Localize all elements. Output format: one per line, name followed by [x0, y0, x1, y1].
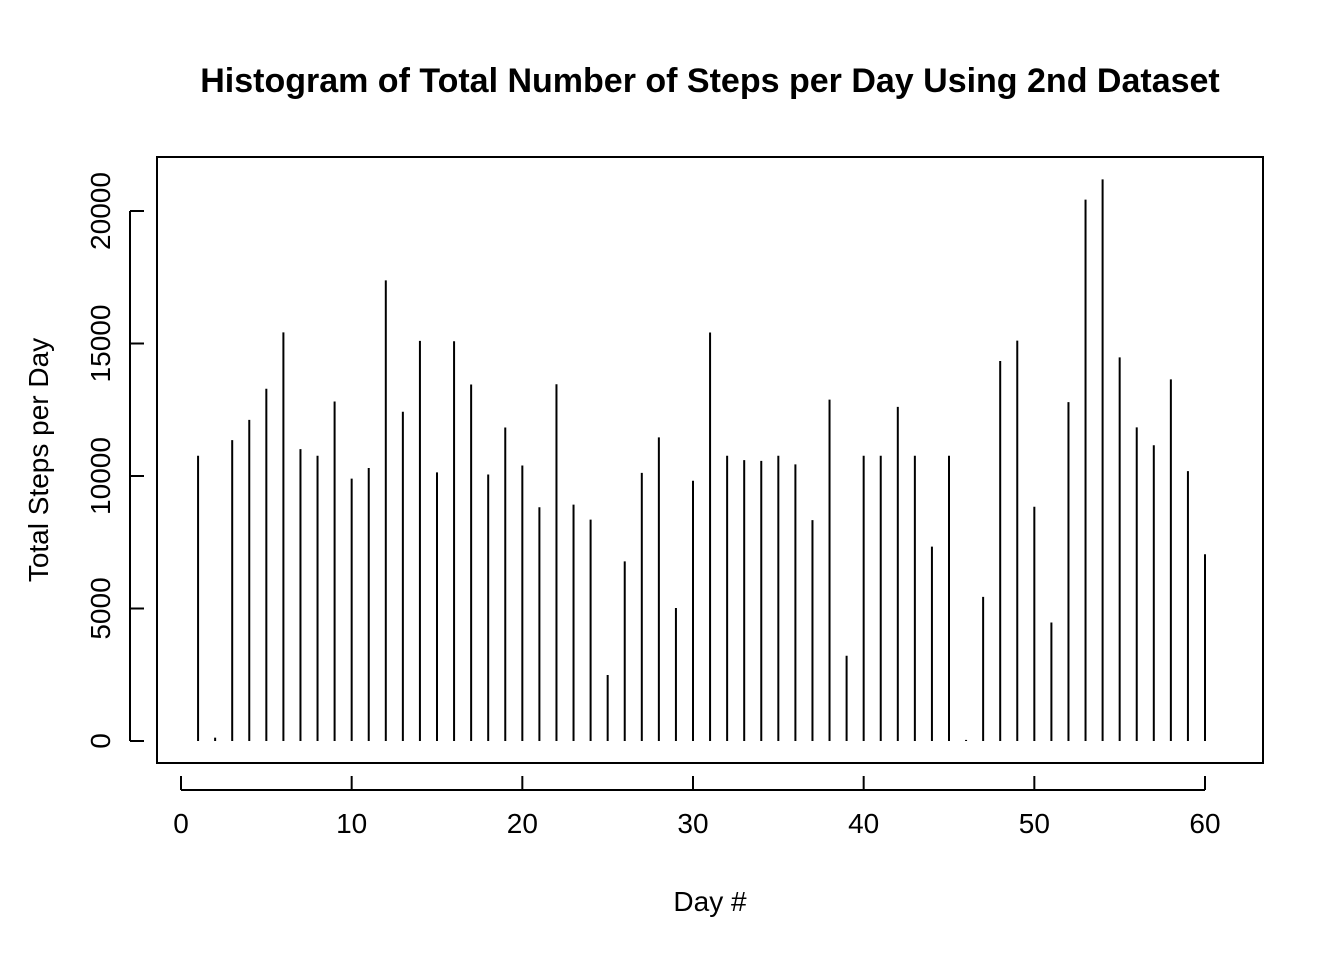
y-tick-label: 20000	[85, 172, 116, 250]
x-tick-label: 40	[848, 808, 879, 839]
x-tick-label: 10	[336, 808, 367, 839]
x-tick-label: 30	[677, 808, 708, 839]
chart-title: Histogram of Total Number of Steps per D…	[200, 62, 1220, 100]
x-tick-label: 20	[507, 808, 538, 839]
y-axis-label: Total Steps per Day	[23, 338, 54, 582]
y-tick-label: 5000	[85, 577, 116, 639]
y-tick-label: 0	[85, 733, 116, 749]
x-tick-label: 50	[1019, 808, 1050, 839]
y-axis: 0 5000 10000 15000 20000	[85, 172, 144, 749]
x-axis: 0 10 20 30 40 50 60	[173, 776, 1221, 839]
x-tick-label: 0	[173, 808, 189, 839]
x-axis-label: Day #	[673, 886, 747, 917]
y-tick-label: 10000	[85, 437, 116, 515]
x-tick-label: 60	[1189, 808, 1220, 839]
plot-frame	[156, 156, 1264, 764]
bars	[197, 179, 1206, 741]
y-tick-label: 15000	[85, 305, 116, 383]
